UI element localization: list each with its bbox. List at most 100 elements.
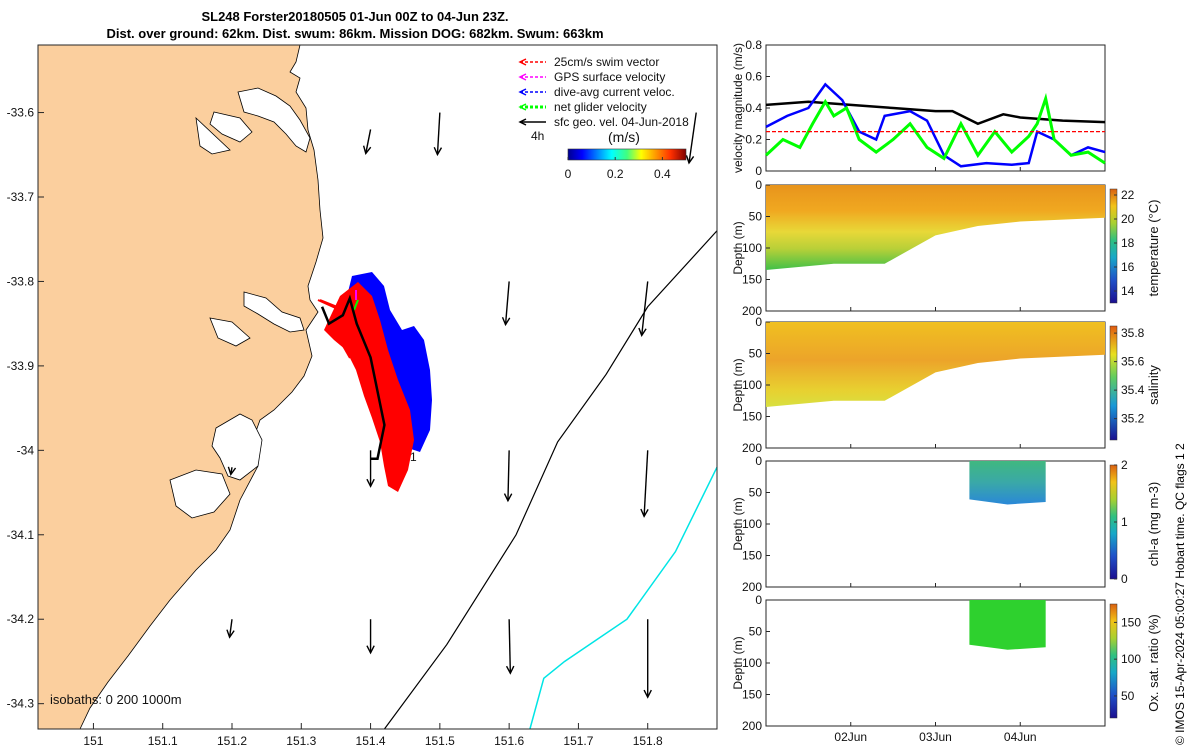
arrow-shaft [436,112,441,155]
arrow-shaft [365,129,372,154]
oxygen-cbar-label: Ox. sat. ratio (%) [1146,614,1161,712]
surface-velocity-arrow [226,619,235,639]
arrow-head [501,316,511,327]
salinity-cbar-label: salinity [1146,365,1161,405]
map-y-tick-label: -34 [17,443,35,457]
salinity-y-tick-label: 50 [749,347,763,361]
surface-velocity-arrow [505,619,515,675]
glider-track-line [320,294,386,461]
salinity-y-tick-label: 200 [742,441,762,455]
temperature-cbar-label: temperature (°C) [1146,200,1161,297]
map-y-tick-label: -33.7 [7,190,35,204]
surface-velocity-arrow [501,281,511,327]
legend-label: dive-avg current veloc. [554,85,675,99]
oxygen-cbar-tick-label: 150 [1121,615,1141,629]
chart-title: SL248 Forster20180505 01-Jun 00Z to 04-J… [30,8,680,42]
salinity-cbar-tick-label: 35.4 [1121,383,1145,397]
temperature-y-tick-label: 100 [742,241,762,255]
temperature-y-ticks: 0 50 100 150 200 [742,178,770,318]
oxygen-y-tick-label: 50 [749,625,763,639]
salinity-ylabel: Depth (m) [731,358,745,411]
colorbar-tick-label: 0 [565,167,572,181]
oxygen-ylabel: Depth (m) [731,636,745,689]
velocity-y-tick-label: 0.8 [745,38,762,52]
map-y-tick-label: -34.3 [7,697,35,711]
surface-velocity-arrow [227,466,237,476]
map-y-ticks: -33.6 -33.7 -33.8 -33.9 -34 -34.1 -34.2 -34.3 [7,106,44,711]
arrow-head [366,478,375,488]
legend-arrowhead [518,118,527,126]
salinity-colorbar-ticks: 35.2 35.4 35.6 35.8 [1114,326,1145,426]
swim-arrow-1 [317,299,341,311]
temperature-section [766,185,1105,271]
arrow-shaft [641,281,649,336]
chlorophyll-colorbar-ticks: 0 1 2 [1114,458,1128,586]
velocity-y-tick-label: 0.2 [745,133,762,147]
velocity-y-ticks: 0 0.2 0.4 0.6 0.8 [745,38,770,178]
map-x-tick-label: 151.5 [425,734,455,748]
arrow-shaft [228,619,233,638]
surface-velocity-arrow [640,450,649,518]
chlorophyll-y-tick-label: 0 [755,454,762,468]
surface-velocity-arrow [643,619,652,699]
oxygen-y-ticks: 0 50 100 150 200 [742,593,770,733]
velocity-y-tick-label: 0 [755,164,762,178]
legend-item: sfc geo. vel. 04-Jun-2018 [518,115,689,129]
net-velocity-arrow [353,299,359,311]
oxygen-axes [765,599,1106,727]
speed-colorbar-ticks: 0 0.2 0.4 [565,157,671,181]
speed-colorbar [567,148,687,161]
arrow-head [643,689,652,699]
salinity-cbar-tick-label: 35.6 [1121,355,1145,369]
oxygen-y-tick-label: 200 [742,719,762,733]
map-x-tick-label: 151.6 [494,734,524,748]
legend-label: net glider velocity [554,100,647,114]
salinity-y-tick-label: 100 [742,378,762,392]
map-x-tick-label: 151 [83,734,103,748]
temperature-y-tick-label: 200 [742,304,762,318]
map-x-tick-label: 151.7 [563,734,593,748]
chlorophyll-cbar-label: chl-a (mg m-3) [1146,482,1161,567]
oxygen-y-tick-label: 150 [742,688,762,702]
velocity-series-line [765,82,1106,168]
track-label: 1 [410,450,417,464]
oxygen-y-tick-label: 100 [742,656,762,670]
legend-item: GPS surface velocity [518,70,665,84]
oxygen-cbar-tick-label: 100 [1121,652,1141,666]
chlorophyll-axes [765,460,1106,588]
map-x-tick-label: 151.4 [356,734,386,748]
arrow-shaft [508,619,512,674]
temperature-cbar-tick-label: 20 [1121,212,1135,226]
temperature-colorbar-ticks: 14 16 18 20 22 [1114,188,1135,298]
velocity-panel: 0 0.2 0.4 0.6 0.8 velocity magnitude (m/s) [731,38,1106,178]
arrow-head [362,145,372,155]
legend-item: 25cm/s swim vector [518,55,659,69]
legend-arrowhead [518,88,527,96]
arrow-head [638,327,647,337]
temperature-cbar-tick-label: 16 [1121,260,1135,274]
chlorophyll-ylabel: Depth (m) [731,497,745,550]
arrow-head [505,665,515,675]
map-y-tick-label: -33.9 [7,359,35,373]
time-marker-label: 4h [531,129,544,143]
chlorophyll-cbar-tick-label: 2 [1121,458,1128,472]
time-x-tick-label: 02Jun [834,730,867,744]
arrow-head [226,629,235,639]
time-x-ticks: 02Jun 03Jun 04Jun [834,167,1037,744]
salinity-cbar-tick-label: 35.2 [1121,412,1145,426]
surface-velocity-arrow [366,450,375,488]
chlorophyll-y-tick-label: 200 [742,580,762,594]
salinity-section [766,322,1105,408]
temperature-colorbar [1109,188,1118,304]
map-y-tick-label: -33.8 [7,274,35,288]
salinity-y-tick-label: 0 [755,315,762,329]
surface-velocity-arrow [362,129,372,155]
oxygen-y-tick-label: 0 [755,593,762,607]
map-frame [37,44,718,730]
temperature-ylabel: Depth (m) [731,221,745,274]
isobaths-label: isobaths: 0 200 1000m [50,692,182,707]
map-x-tick-label: 151.2 [217,734,247,748]
map-panel: 1 151 151.1 151.2 151.3 151.4 151.5 151.6 151.7… [7,44,718,748]
isobath-lines [383,230,718,730]
